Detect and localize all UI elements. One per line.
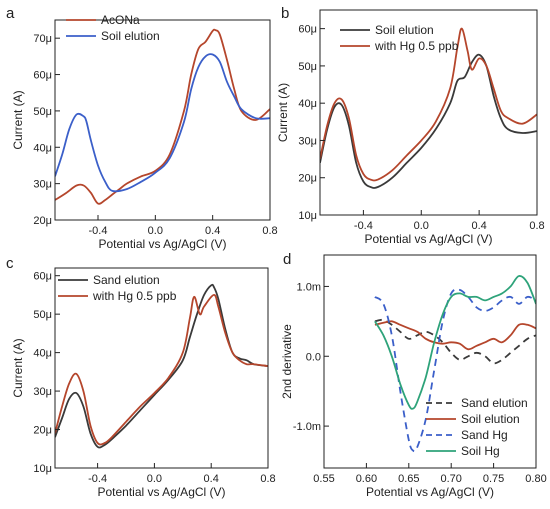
legend-label: Soil Hg — [461, 444, 500, 458]
panel-a: -0.4 0.0 0.4 0.8 20μ 30μ 40μ 50μ 60μ 70μ Potential… — [6, 5, 278, 251]
y-tick-label: 40μ — [33, 348, 52, 360]
y-axis-label: Current (A) — [276, 83, 290, 142]
legend: Sand elution with Hg 0.5 ppb — [58, 273, 177, 303]
legend: AcONa Soil elution — [66, 13, 160, 43]
legend-label: Soil elution — [101, 29, 160, 43]
y-tick-label: 20μ — [33, 215, 52, 227]
plot-frame — [54, 19, 271, 221]
panel-b: -0.4 0.0 0.4 0.8 10μ 20μ 30μ 40μ 50μ 60μ Potential… — [276, 5, 545, 246]
series-line-soil-elution — [320, 53, 537, 189]
x-tick-label: 0.8 — [529, 220, 544, 232]
panel-letter: b — [281, 5, 289, 22]
legend-label: with Hg 0.5 ppb — [374, 39, 459, 53]
legend: Sand elution Soil elution Sand Hg Soil Hg — [426, 396, 528, 458]
y-tick-label: 60μ — [33, 271, 52, 283]
y-tick-label: 30μ — [33, 386, 52, 398]
y-axis-label: Current (A) — [11, 338, 25, 397]
x-tick-label: 0.0 — [148, 225, 163, 237]
series-line-with-hg-0-5-ppb — [320, 27, 537, 182]
series-line-sand-hg — [374, 288, 536, 453]
panel-d: 0.55 0.60 0.65 0.70 0.75 0.80 -1.0m 0.0 1.0m Pote… — [280, 251, 547, 499]
y-tick-label: 20μ — [33, 425, 52, 437]
plot-frame — [319, 9, 538, 216]
y-tick-label: 60μ — [33, 70, 52, 82]
x-tick-label: 0.65 — [398, 473, 419, 485]
y-tick-label: 50μ — [33, 309, 52, 321]
legend: Soil elution with Hg 0.5 ppb — [340, 23, 459, 53]
x-tick-label: 0.4 — [471, 220, 486, 232]
x-tick-label: 0.0 — [414, 220, 429, 232]
legend-label: Sand elution — [461, 396, 528, 410]
x-tick-label: -0.4 — [88, 473, 107, 485]
x-tick-label: 0.4 — [204, 473, 219, 485]
y-tick-label: 70μ — [33, 33, 52, 45]
y-tick-label: 10μ — [298, 210, 317, 222]
panel-letter: d — [283, 251, 291, 268]
legend-label: Sand Hg — [461, 428, 508, 442]
legend-label: Soil elution — [375, 23, 434, 37]
x-tick-label: -0.4 — [354, 220, 373, 232]
x-tick-label: 0.80 — [525, 473, 546, 485]
y-tick-label: -1.0m — [293, 421, 321, 433]
panel-letter: c — [6, 255, 14, 272]
x-tick-label: 0.55 — [313, 473, 334, 485]
y-tick-label: 0.0 — [306, 351, 321, 363]
y-tick-label: 40μ — [298, 98, 317, 110]
series-line-acona — [55, 28, 270, 205]
y-tick-label: 50μ — [298, 61, 317, 73]
plot-frame — [54, 267, 269, 469]
x-tick-label: 0.4 — [205, 225, 220, 237]
x-axis-label: Potential vs Ag/AgCl (V) — [364, 232, 492, 246]
y-tick-label: 30μ — [33, 179, 52, 191]
x-tick-label: 0.60 — [356, 473, 377, 485]
legend-label: AcONa — [101, 13, 140, 27]
panel-c: -0.4 0.0 0.4 0.8 10μ 20μ 30μ 40μ 50μ 60μ Potential… — [6, 255, 276, 499]
y-tick-label: 20μ — [298, 173, 317, 185]
series-line-with-hg-0-5-ppb — [55, 293, 268, 446]
y-axis-label: Current (A) — [11, 90, 25, 149]
panel-letter: a — [6, 5, 15, 22]
y-tick-label: 1.0m — [297, 281, 321, 293]
series-line-soil-elution — [374, 320, 536, 351]
plot-frame — [323, 254, 537, 469]
x-axis-label: Potential vs Ag/AgCl (V) — [98, 237, 226, 251]
series-line-soil-hg — [374, 275, 536, 410]
x-tick-label: 0.70 — [440, 473, 461, 485]
x-tick-label: 0.8 — [260, 473, 275, 485]
y-tick-label: 50μ — [33, 106, 52, 118]
y-tick-label: 40μ — [33, 142, 52, 154]
x-tick-label: -0.4 — [89, 225, 108, 237]
x-tick-label: 0.75 — [483, 473, 504, 485]
legend-label: Soil elution — [461, 412, 520, 426]
legend-label: Sand elution — [93, 273, 160, 287]
legend-label: with Hg 0.5 ppb — [92, 289, 177, 303]
series-line-sand-elution — [374, 318, 536, 365]
y-tick-label: 60μ — [298, 24, 317, 36]
x-axis-label: Potential vs Ag/AgCl (V) — [366, 485, 494, 499]
x-tick-label: 0.8 — [262, 225, 277, 237]
series-line-sand-elution — [55, 283, 268, 449]
y-tick-label: 30μ — [298, 135, 317, 147]
series-line-soil-elution — [55, 53, 270, 193]
x-tick-label: 0.0 — [147, 473, 162, 485]
y-tick-label: 10μ — [33, 463, 52, 475]
y-axis-label: 2nd derivative — [280, 324, 294, 399]
x-axis-label: Potential vs Ag/AgCl (V) — [97, 485, 225, 499]
